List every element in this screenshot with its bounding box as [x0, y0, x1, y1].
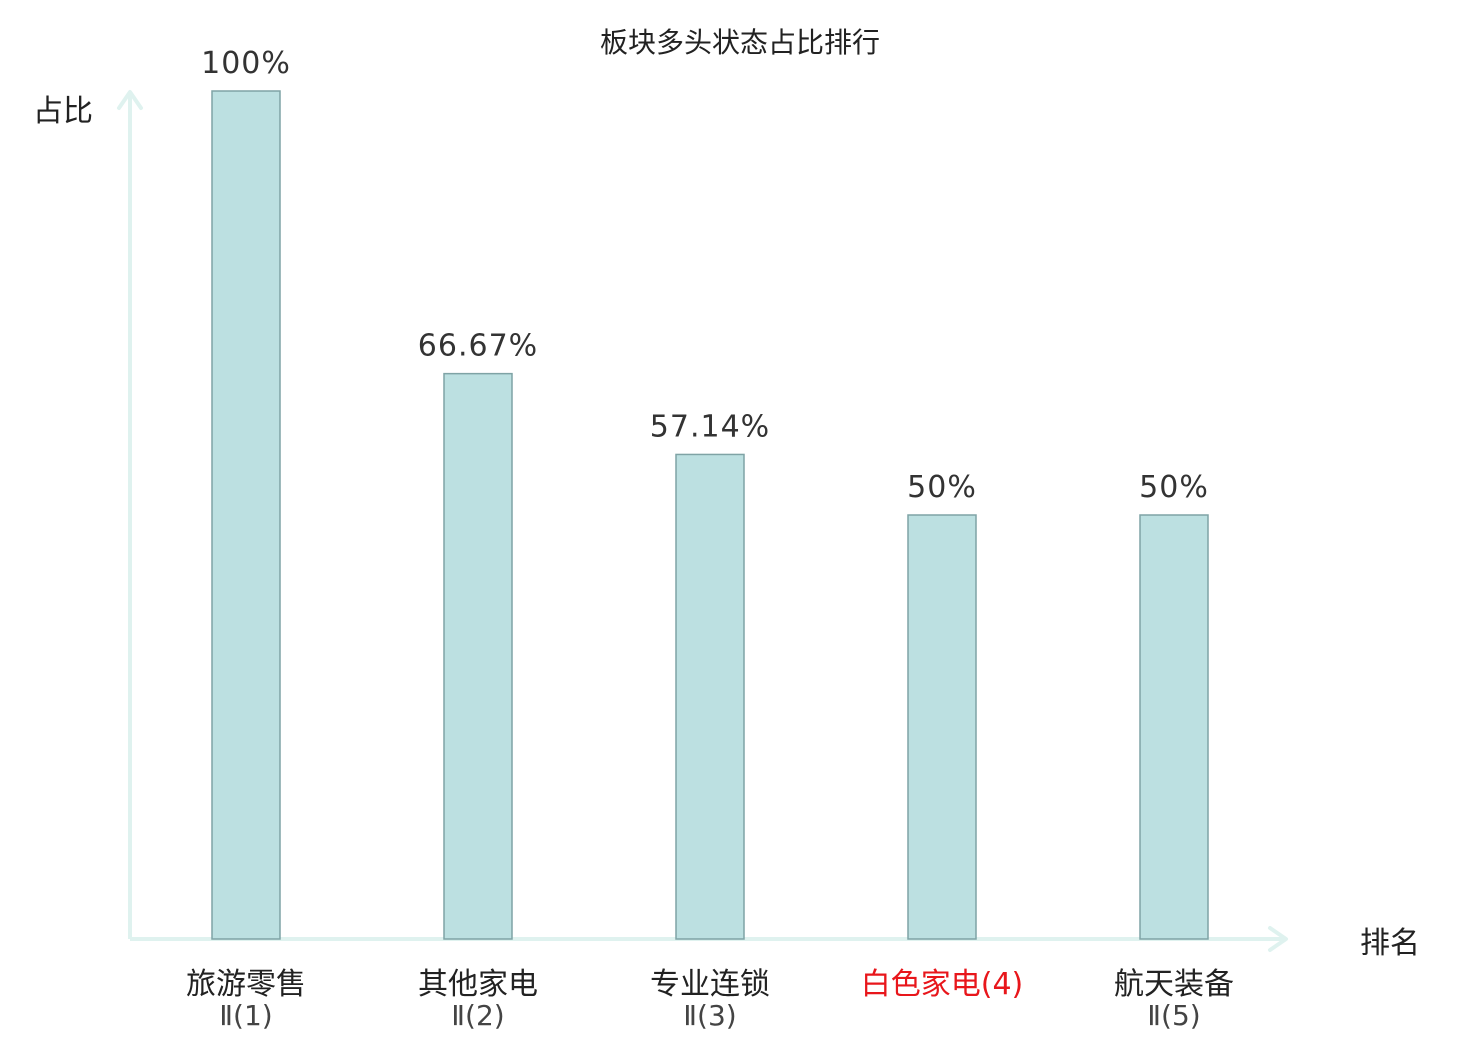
- value-label-3: 57.14%: [650, 409, 770, 444]
- value-labels-group: 100% 66.67% 57.14% 50% 50%: [201, 46, 1209, 505]
- value-label-5: 50%: [1139, 470, 1209, 505]
- bar-4: [907, 514, 977, 940]
- bar-5: [1139, 514, 1209, 940]
- category-sublabel-2: Ⅱ(2): [451, 999, 504, 1032]
- x-axis-arrow: [1268, 926, 1288, 952]
- category-sublabel-5: Ⅱ(5): [1147, 999, 1200, 1032]
- bar-3: [675, 453, 745, 940]
- value-label-4: 50%: [907, 470, 977, 505]
- category-label-2: 其他家电: [418, 967, 538, 1002]
- x-axis-label: 排名: [1360, 926, 1420, 961]
- bar-2: [443, 372, 513, 940]
- category-label-3: 专业连锁: [650, 967, 770, 1002]
- category-label-5: 航天装备: [1114, 967, 1234, 1002]
- category-label-4: 白色家电(4): [861, 967, 1024, 1002]
- category-sublabel-1: Ⅱ(1): [219, 999, 272, 1032]
- chart-title: 板块多头状态占比排行: [600, 26, 880, 59]
- bar-1: [211, 90, 281, 940]
- y-axis-label: 占比: [33, 94, 93, 129]
- value-label-1: 100%: [201, 46, 291, 81]
- category-label-1: 旅游零售: [186, 967, 306, 1002]
- y-axis-arrow: [117, 90, 143, 110]
- category-sublabel-3: Ⅱ(3): [683, 999, 736, 1032]
- value-label-2: 66.67%: [418, 329, 538, 364]
- bars-group: [211, 90, 1209, 940]
